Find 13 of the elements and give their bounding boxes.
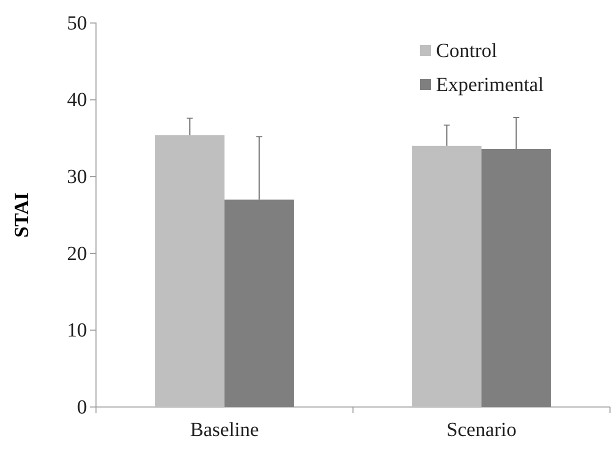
legend-label: Control [436,40,498,62]
y-tick-label: 50 [67,12,87,34]
x-tick-label: Scenario [446,419,516,441]
y-tick-label: 40 [67,89,87,112]
bar [412,146,482,407]
y-axis-title: STAI [11,192,33,238]
y-tick-label: 20 [67,242,87,265]
legend-label: Experimental [436,74,544,96]
y-tick-label: 30 [67,166,87,188]
bar [155,135,224,407]
x-tick-label: Baseline [190,419,260,441]
y-tick-label: 0 [77,396,87,418]
y-tick-label: 10 [67,320,87,342]
